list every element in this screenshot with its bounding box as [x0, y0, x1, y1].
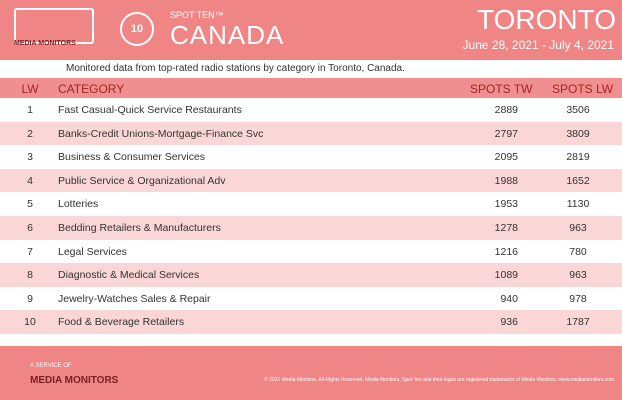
table-row: 8 Diagnostic & Medical Services 1089 963	[0, 263, 622, 287]
dates: June 28, 2021 - July 4, 2021	[462, 38, 614, 52]
spots-lw: 963	[569, 222, 587, 234]
spots-tw: 1953	[494, 198, 518, 211]
table-row: 3 Business & Consumer Services 2095 2819	[0, 145, 622, 169]
spots-tw: 940	[500, 292, 518, 305]
spots-lw: 780	[569, 245, 587, 258]
spots-tw: 1216	[494, 245, 518, 258]
column-header: CATEGORY	[58, 82, 125, 96]
category: Bedding Retailers & Manufacturers	[58, 222, 221, 234]
category: Diagnostic & Medical Services	[58, 269, 200, 282]
rank: 3	[27, 151, 33, 164]
column-header: SPOTS TW	[470, 82, 533, 96]
spots-tw: 2797	[494, 127, 518, 140]
category: Food & Beverage Retailers	[58, 316, 185, 329]
brand: MEDIA MONITORS	[14, 40, 76, 47]
country: CANADA	[170, 20, 285, 50]
spots-tw: 936	[500, 316, 518, 329]
spots-lw: 963	[569, 269, 587, 282]
spots-lw: 2819	[566, 151, 590, 164]
spots-lw: 1787	[566, 316, 590, 329]
rank: 2	[27, 127, 33, 140]
badge: 10	[120, 12, 154, 46]
spots-tw: 2889	[494, 104, 518, 116]
spots-lw: 1130	[566, 198, 590, 211]
spots-tw: 1988	[494, 174, 518, 187]
rank: 9	[27, 292, 33, 305]
footer-brand: MEDIA MONITORS	[30, 375, 119, 386]
column-header: LW	[21, 82, 39, 96]
table-row: 4 Public Service & Organizational Adv 1988…	[0, 168, 622, 193]
table-row: 9 Jewelry-Watches Sales & Repair 940 978	[0, 286, 622, 311]
rank: 8	[27, 269, 33, 282]
copyright: © 2021 Media Monitors. All Rights Reserv…	[264, 377, 614, 383]
category: Lotteries	[58, 198, 99, 211]
column-header: SPOTS LW	[552, 82, 614, 96]
category: Banks-Credit Unions-Mortgage-Finance Svc	[58, 127, 264, 140]
spots-lw: 978	[569, 292, 587, 305]
spots-tw: 2095	[494, 151, 518, 164]
service: A SERVICE OF	[30, 363, 72, 369]
rank: 7	[27, 245, 33, 258]
category: Public Service & Organizational Adv	[58, 174, 226, 187]
category: Business & Consumer Services	[58, 151, 206, 164]
city: TORONTO	[477, 4, 616, 35]
table-row: 2 Banks-Credit Unions-Mortgage-Finance Sv…	[0, 121, 622, 146]
table-row: 7 Legal Services 1216 780	[0, 239, 622, 264]
table-row: 1 Fast Casual-Quick Service Restaurants 28…	[0, 98, 622, 122]
table-row: 6 Bedding Retailers & Manufacturers 1278 96…	[0, 216, 622, 240]
table-row: 10 Food & Beverage Retailers 936 1787	[0, 310, 622, 334]
spots-tw: 1089	[494, 269, 518, 282]
product: SPOT TEN™	[170, 10, 224, 20]
spots-lw: 3506	[566, 104, 590, 116]
category: Legal Services	[58, 245, 127, 258]
rank: 10	[24, 316, 36, 329]
spots-tw: 1278	[494, 222, 518, 234]
subtitle: Monitored data from top-rated radio stat…	[66, 63, 405, 74]
category: Fast Casual-Quick Service Restaurants	[58, 104, 242, 116]
rank: 6	[27, 222, 33, 234]
table-row: 5 Lotteries 1953 1130	[0, 192, 622, 216]
rank: 1	[27, 104, 33, 116]
rank: 5	[27, 198, 33, 211]
logo-frame	[14, 8, 94, 44]
rank: 4	[27, 174, 33, 187]
spots-lw: 3809	[566, 127, 590, 140]
category: Jewelry-Watches Sales & Repair	[58, 292, 211, 305]
spots-lw: 1652	[566, 174, 590, 187]
table-header: LW CATEGORY SPOTS TW SPOTS LW	[0, 78, 622, 98]
